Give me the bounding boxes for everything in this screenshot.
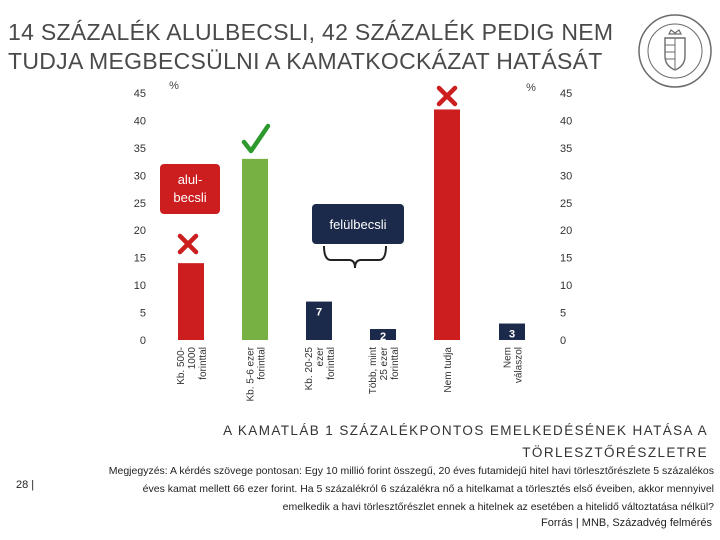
- bar-value-label: 7: [316, 307, 322, 319]
- y-tick-label-right: 5: [560, 308, 566, 320]
- y-tick-label-left: 0: [140, 335, 146, 347]
- y-tick-label-right: 15: [560, 253, 572, 265]
- bar: [499, 323, 525, 340]
- category-labels: Kb. 500- 1000 forinttal Kb. 5-6 ezer forintt…: [176, 346, 525, 401]
- y-axis-label-right: %: [526, 82, 536, 94]
- y-tick-label-right: 25: [560, 198, 572, 210]
- category-label: Kb. 20-25: [304, 347, 315, 391]
- bar-value-label: 2: [380, 331, 386, 343]
- bar: [242, 158, 268, 340]
- y-tick-label-right: 45: [560, 88, 572, 100]
- y-tick-label-left: 25: [134, 198, 146, 210]
- y-tick-label-right: 20: [560, 225, 572, 237]
- slide-title: 14 SZÁZALÉK ALULBECSLI, 42 SZÁZALÉK PEDI…: [8, 18, 628, 76]
- underestimate-label: becsli: [173, 190, 206, 205]
- footnote: Megjegyzés: A kérdés szövege pontosan: E…: [6, 462, 714, 516]
- check-icon: [241, 123, 271, 154]
- y-tick-label-left: 20: [134, 225, 146, 237]
- bars: [178, 109, 525, 340]
- bar-value-labels: 14 33 7 2 42 3: [185, 219, 515, 343]
- y-tick-label-left: 10: [134, 280, 146, 292]
- y-axis-right: 0 5 10 15 20 25 30 35 40 45: [560, 88, 572, 347]
- subtitle-line-2: TÖRLESZTŐRÉSZLETRE: [522, 445, 708, 460]
- footnote-line-1: Megjegyzés: A kérdés szövege pontosan: E…: [108, 465, 714, 477]
- cross-icon: [177, 233, 199, 255]
- overestimate-brace: [323, 245, 387, 269]
- y-tick-label-right: 30: [560, 170, 572, 182]
- underestimate-callout: [160, 164, 220, 214]
- category-label: forinttal: [257, 347, 268, 380]
- category-label: Kb. 500-: [176, 347, 187, 385]
- y-tick-label-left: 35: [134, 143, 146, 155]
- y-tick-label-right: 10: [560, 280, 572, 292]
- title-line-2: TUDJA MEGBECSÜLNI A KAMATKOCKÁZAT HATÁSÁ…: [8, 48, 603, 74]
- y-tick-label-left: 15: [134, 253, 146, 265]
- bar: [306, 301, 332, 340]
- bar-value-label: 3: [509, 329, 515, 341]
- category-label: 1000: [187, 347, 198, 370]
- title-line-1: 14 SZÁZALÉK ALULBECSLI, 42 SZÁZALÉK PEDI…: [8, 19, 614, 45]
- mnb-seal-logo: [638, 14, 712, 88]
- category-label: Kb. 5-6 ezer: [246, 346, 257, 401]
- category-label: forinttal: [198, 347, 209, 380]
- y-tick-label-left: 30: [134, 170, 146, 182]
- underestimate-label: alul-: [178, 172, 203, 187]
- bar-value-label: 14: [185, 296, 198, 308]
- y-tick-label-right: 0: [560, 335, 566, 347]
- cross-icon: [436, 85, 458, 107]
- footnote-line-3: emelkedik a havi törlesztőrészlet ennek …: [282, 501, 714, 513]
- overestimate-label: felülbecsli: [329, 217, 386, 232]
- category-label: forinttal: [390, 347, 401, 380]
- source-note: Forrás | MNB, Századvég felmérés: [541, 517, 712, 529]
- chart-subtitle: A KAMATLÁB 1 SZÁZALÉKPONTOS EMELKEDÉSÉNE…: [223, 420, 708, 464]
- bar-value-label: 42: [441, 219, 453, 231]
- category-label: Nem tudja: [443, 347, 454, 393]
- category-label: Nem: [503, 347, 514, 368]
- y-tick-label-left: 40: [134, 115, 146, 127]
- y-axis-label-left: %: [169, 80, 179, 92]
- y-tick-label-left: 45: [134, 88, 146, 100]
- category-label: Több, mint: [368, 347, 379, 394]
- y-tick-label-left: 5: [140, 308, 146, 320]
- bar: [178, 263, 204, 340]
- category-label: forinttal: [326, 347, 337, 380]
- y-tick-label-right: 35: [560, 143, 572, 155]
- y-tick-label-right: 40: [560, 115, 572, 127]
- y-axis-left: 0 5 10 15 20 25 30 35 40 45: [134, 88, 146, 347]
- page-number: 28 |: [16, 479, 35, 491]
- bar-value-label: 33: [249, 244, 261, 256]
- bar: [434, 109, 460, 340]
- footnote-line-2: éves kamat mellett 66 ezer forint. Ha 5 …: [142, 483, 714, 495]
- category-label: ezer: [315, 346, 326, 366]
- category-label: 25 ezer: [379, 346, 390, 380]
- subtitle-line-1: A KAMATLÁB 1 SZÁZALÉKPONTOS EMELKEDÉSÉNE…: [223, 423, 708, 438]
- overestimate-callout: [312, 204, 404, 244]
- bar: [370, 329, 396, 340]
- category-label: válaszol: [514, 347, 525, 383]
- markers: alul-becsli felülbecsli: [160, 85, 458, 269]
